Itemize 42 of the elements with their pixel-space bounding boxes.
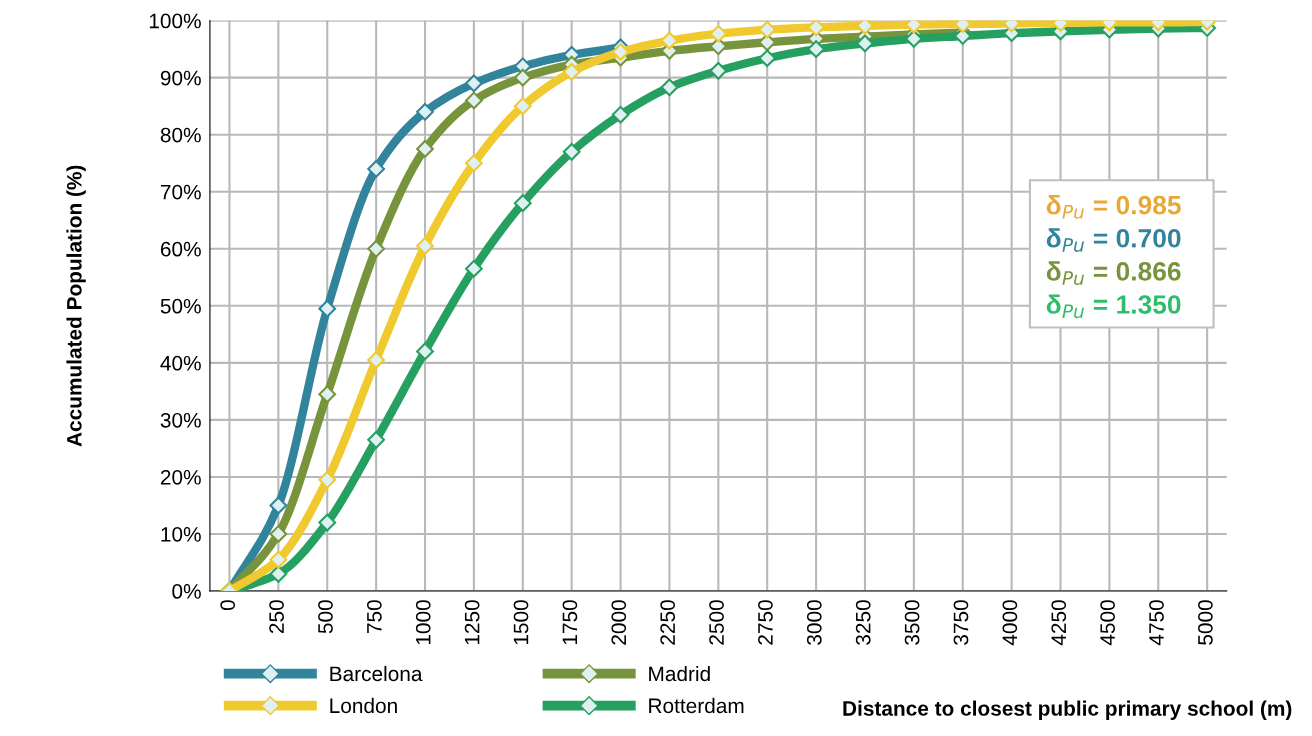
legend-label: Rotterdam — [649, 697, 744, 714]
y-tick-label: 90% — [160, 70, 201, 86]
x-tick-label: 4500 — [1100, 600, 1115, 646]
annotation: δ$_{Pu}$ = 0.700 — [1046, 228, 1181, 252]
x-tick-label: 1250 — [464, 600, 480, 645]
x-axis-title: Distance to closest public primary school (m) — [843, 700, 1292, 720]
y-tick-label: 70% — [160, 184, 201, 200]
y-tick-label: 30% — [160, 412, 201, 428]
y-tick-label: 40% — [160, 355, 201, 371]
x-tick-label: 3750 — [953, 600, 969, 645]
y-tick-label: 20% — [160, 469, 201, 485]
annotation: δ$_{Pu}$ = 0.985 — [1046, 195, 1181, 219]
legend-label: London — [330, 697, 397, 714]
x-tick-label: 4750 — [1149, 600, 1164, 646]
x-tick-label: 1000 — [415, 600, 431, 645]
x-tick-label: 2500 — [709, 600, 724, 645]
x-tick-label: 500 — [318, 600, 333, 634]
legend-label: Madrid — [649, 665, 710, 682]
x-tick-label: 2000 — [611, 600, 627, 645]
y-tick-label: 60% — [160, 241, 201, 257]
x-tick-label: 3000 — [806, 600, 822, 645]
x-tick-label: 4250 — [1051, 600, 1067, 646]
x-tick-label: 750 — [366, 600, 382, 634]
x-tick-label: 1500 — [513, 600, 529, 645]
y-tick-label: 0% — [172, 584, 201, 599]
y-tick-label: 80% — [160, 127, 201, 143]
x-tick-label: 0 — [220, 600, 236, 611]
annotation: δ$_{Pu}$ = 0.866 — [1046, 261, 1181, 286]
x-tick-label: 2750 — [758, 600, 773, 645]
x-tick-label: 2250 — [660, 600, 676, 645]
x-tick-label: 250 — [269, 600, 284, 634]
legend-label: Barcelona — [330, 665, 423, 682]
x-tick-label: 5000 — [1198, 600, 1213, 645]
y-tick-label: 100% — [149, 13, 201, 29]
y-axis-title: Accumulated Population (%) — [66, 165, 86, 447]
x-tick-label: 3250 — [855, 600, 871, 645]
x-tick-label: 4000 — [1002, 600, 1018, 646]
y-tick-label: 50% — [160, 298, 201, 314]
y-tick-label: 10% — [161, 526, 201, 542]
x-tick-label: 3500 — [904, 600, 920, 645]
annotation: δ$_{Pu}$ = 1.350 — [1046, 294, 1181, 319]
x-tick-label: 1750 — [562, 600, 578, 645]
